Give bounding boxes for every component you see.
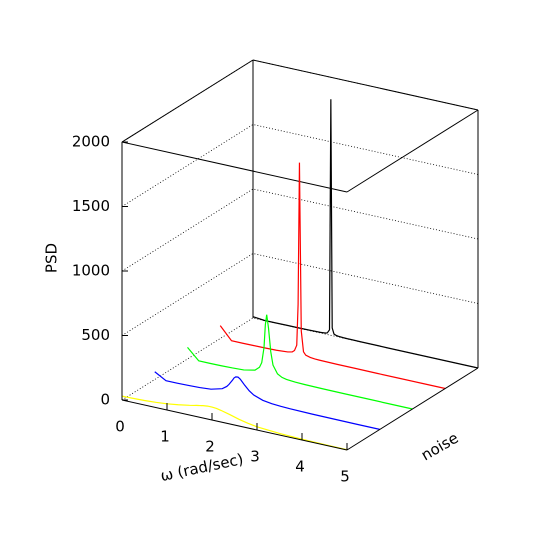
- box-edge: [121, 141, 348, 193]
- grid-line: [121, 188, 479, 272]
- x-tick-label: 2: [205, 438, 215, 456]
- z-tick-label: 1000: [72, 262, 110, 280]
- box-edge: [346, 109, 479, 193]
- x-tick-label: 5: [340, 468, 350, 486]
- z-tick-label: 500: [81, 326, 110, 344]
- z-axis-title: PSD: [43, 243, 61, 273]
- grid-line: [121, 317, 479, 401]
- x-tick-label: 4: [295, 458, 305, 476]
- grid-line: [121, 59, 479, 143]
- z-tick-label: 2000: [72, 133, 110, 151]
- x-axis-title: ω (rad/sec): [159, 450, 245, 485]
- z-tick-label: 0: [100, 391, 110, 409]
- x-axis: [121, 399, 348, 451]
- grid-line: [121, 253, 479, 336]
- grid-line: [121, 124, 479, 207]
- series-line: [187, 314, 413, 410]
- series-line: [219, 162, 446, 390]
- series-line: [252, 99, 479, 369]
- series-line: [154, 371, 380, 430]
- x-tick-label: 3: [250, 448, 260, 466]
- y-axis: [346, 367, 479, 451]
- x-tick-label: 1: [160, 428, 170, 446]
- x-tick-label: 0: [115, 418, 125, 436]
- series-line: [121, 395, 348, 451]
- box-edge: [121, 59, 254, 143]
- z-tick-label: 1500: [72, 197, 110, 215]
- y-axis-title: noise: [418, 429, 462, 465]
